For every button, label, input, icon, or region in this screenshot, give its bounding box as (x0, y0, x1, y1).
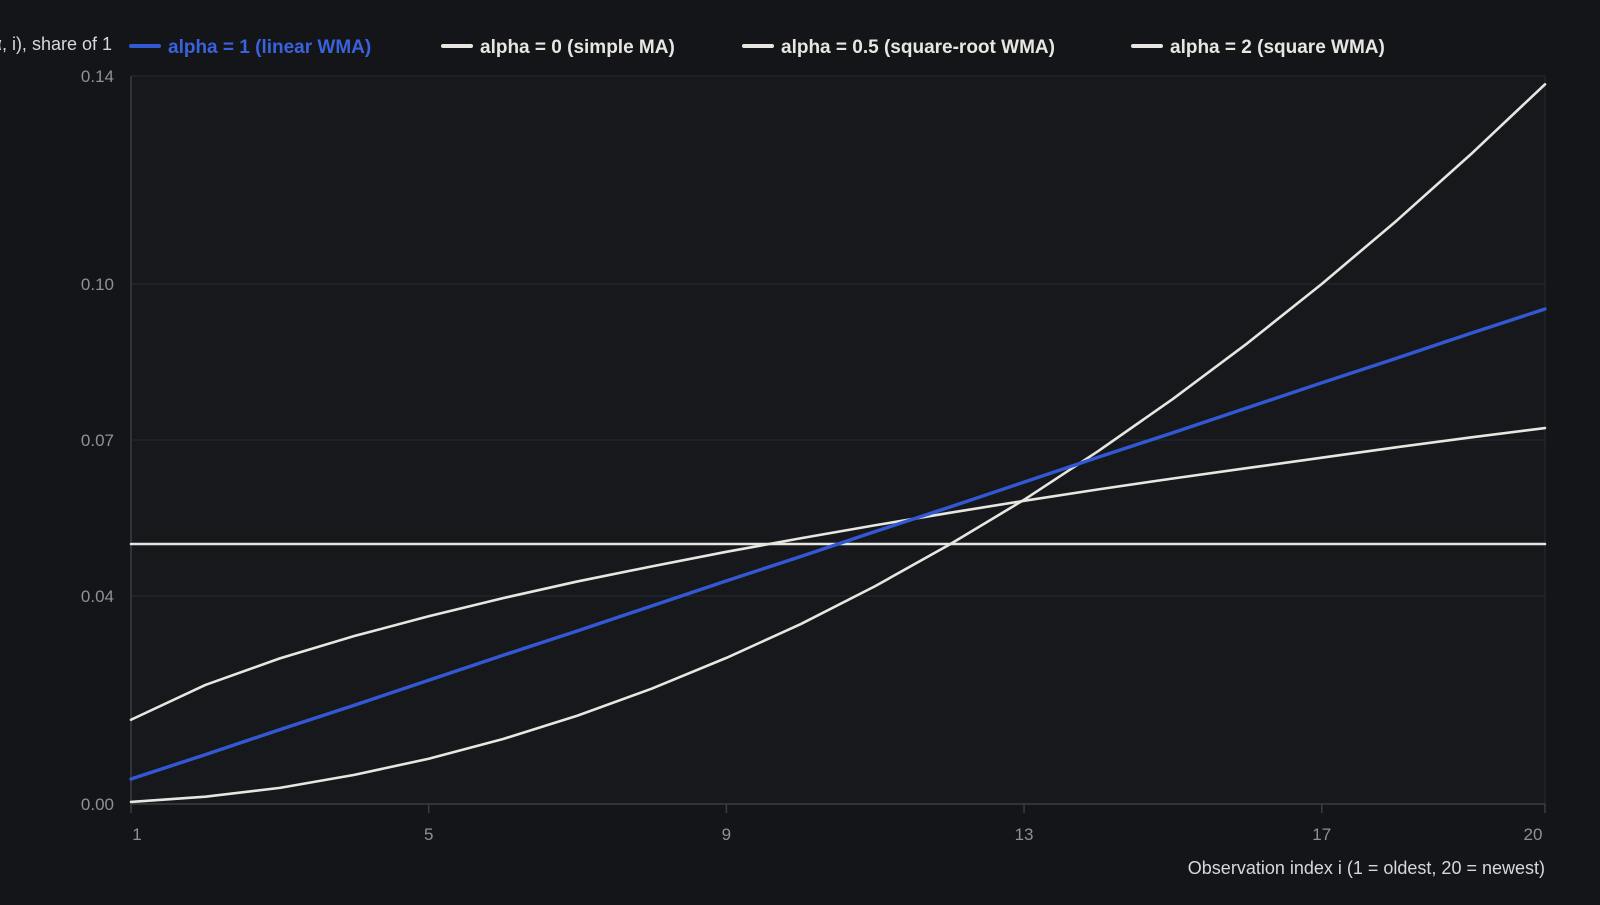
grid-lines (131, 75, 1546, 804)
x-axis-ticks: 1 5 9 13 17 20 (130, 804, 1546, 844)
legend: alpha = 1 (linear WMA) alpha = 0 (simple … (129, 37, 1385, 58)
series-line-0 (129, 307, 1547, 781)
y-axis-title: Weight w(α, i), share of 1 (0, 34, 112, 54)
y-tick-label: 0.14 (81, 67, 114, 86)
y-tick-label: 0.10 (81, 275, 114, 294)
x-tick-label: 13 (1015, 825, 1034, 844)
y-axis-ticks: 0.00 0.04 0.07 0.10 0.14 (81, 67, 114, 814)
series-line-2 (129, 426, 1547, 722)
legend-label: alpha = 0 (simple MA) (480, 37, 675, 58)
y-tick-label: 0.07 (81, 431, 114, 450)
x-tick-label: 20 (1524, 825, 1543, 844)
y-tick-label: 0.00 (81, 795, 114, 814)
y-tick-label: 0.04 (81, 587, 114, 606)
legend-label: alpha = 1 (linear WMA) (168, 37, 371, 58)
x-tick-label: 17 (1312, 825, 1331, 844)
x-tick-label: 9 (722, 825, 731, 844)
x-tick-label: 1 (132, 825, 141, 844)
series-line-3 (129, 83, 1547, 804)
legend-label: alpha = 2 (square WMA) (1170, 37, 1385, 58)
legend-label: alpha = 0.5 (square-root WMA) (781, 37, 1055, 58)
x-tick-label: 5 (424, 825, 433, 844)
series-lines (129, 83, 1547, 804)
x-axis-title: Observation index i (1 = oldest, 20 = ne… (1188, 858, 1545, 878)
